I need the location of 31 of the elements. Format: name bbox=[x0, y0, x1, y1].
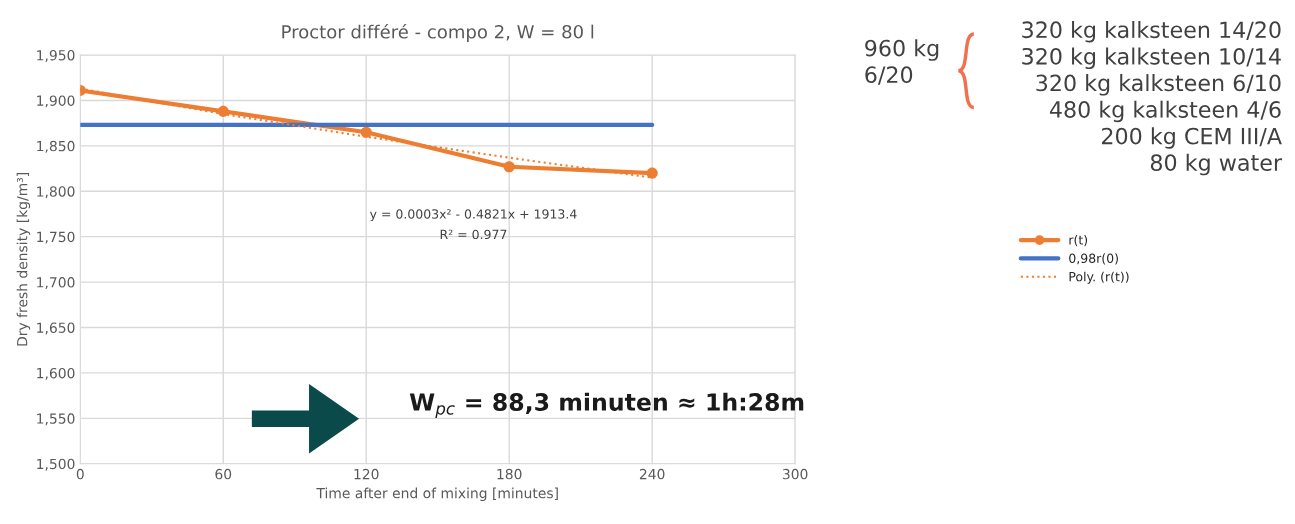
y-tick-label: 1,600 bbox=[37, 367, 75, 380]
x-tick-label: 240 bbox=[639, 468, 665, 480]
y-tick-label: 1,700 bbox=[37, 277, 75, 289]
x-tick-label: 300 bbox=[782, 468, 808, 480]
chart-title: Proctor différé - compo 2, W = 80 l bbox=[282, 23, 594, 43]
x-tick-label: 120 bbox=[354, 468, 379, 480]
annotation: y = 0.0003x² - 0.4821x + 1913.4 bbox=[369, 209, 577, 222]
x-axis-title: Time after end of mixing [minutes] bbox=[316, 487, 558, 502]
x-tick-label: 0 bbox=[76, 468, 84, 480]
y-tick-label: 1,500 bbox=[37, 458, 75, 471]
y-tick-label: 1,900 bbox=[37, 95, 75, 108]
y-tick-label: 1,800 bbox=[37, 186, 75, 199]
legend-label: 0,98r(0) bbox=[1069, 253, 1118, 265]
x-tick-label: 180 bbox=[497, 468, 522, 480]
annotation: R² = 0.977 bbox=[440, 229, 507, 240]
point bbox=[360, 126, 372, 138]
point bbox=[217, 105, 229, 117]
point bbox=[503, 161, 515, 173]
y-tick-label: 1,550 bbox=[37, 413, 75, 426]
legend-label: r(t) bbox=[1069, 235, 1088, 247]
annotation: W$_{pc}$ = 88,3 minuten ≈ 1h:28m bbox=[409, 392, 804, 418]
y-tick-label: 1,650 bbox=[37, 322, 75, 335]
x-tick-label: 60 bbox=[215, 468, 232, 480]
point bbox=[646, 167, 658, 179]
text: 320 kg kalksteen 14/20 320 kg kalksteen 10/14 320 kg kalksteen 6/10 480 kg kalksteen 4/6 200 kg CEM III/A 80 kg water bbox=[1022, 20, 1283, 176]
y-tick-label: 1,850 bbox=[37, 140, 75, 153]
y-tick-label: 1,750 bbox=[37, 231, 75, 244]
legend-label: Poly. (r(t)) bbox=[1069, 271, 1129, 284]
y-tick-label: 1,950 bbox=[37, 49, 75, 62]
y-axis-title: Dry fresh density [kg/m³] bbox=[16, 173, 31, 346]
text: 960 kg 6/20 bbox=[865, 39, 939, 85]
